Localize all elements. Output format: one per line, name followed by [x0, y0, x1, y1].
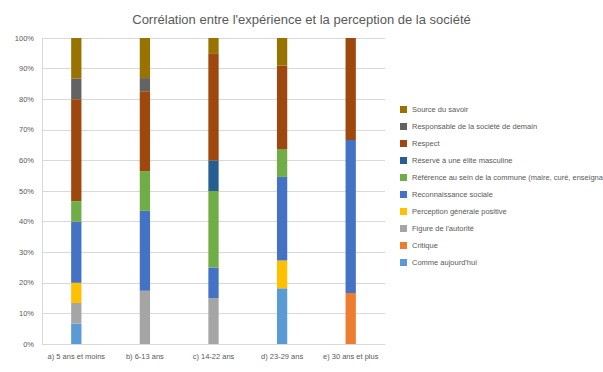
- svg-text:c) 14-22 ans: c) 14-22 ans: [193, 352, 235, 361]
- svg-text:Source du savoir: Source du savoir: [412, 105, 469, 114]
- svg-text:a) 5 ans et moins: a) 5 ans et moins: [48, 352, 106, 361]
- svg-text:20%: 20%: [19, 278, 34, 287]
- svg-text:Critique: Critique: [412, 241, 438, 250]
- svg-text:Responsable de la société de d: Responsable de la société de demain: [412, 122, 537, 131]
- svg-text:Comme aujourd'hui: Comme aujourd'hui: [412, 258, 477, 267]
- svg-text:50%: 50%: [19, 187, 34, 196]
- svg-text:90%: 90%: [19, 64, 34, 73]
- svg-text:e) 30 ans et plus: e) 30 ans et plus: [323, 352, 379, 361]
- svg-text:d) 23-29 ans: d) 23-29 ans: [261, 352, 303, 361]
- svg-text:40%: 40%: [19, 217, 34, 226]
- svg-text:10%: 10%: [19, 309, 34, 318]
- svg-text:80%: 80%: [19, 95, 34, 104]
- svg-text:Corrélation entre l'expérience: Corrélation entre l'expérience et la per…: [132, 12, 471, 27]
- svg-text:Référence au sein de la commun: Référence au sein de la commune (maire, …: [412, 173, 603, 182]
- svg-text:Figure de l'autorité: Figure de l'autorité: [412, 224, 474, 233]
- svg-text:30%: 30%: [19, 248, 34, 257]
- svg-text:Respect: Respect: [412, 139, 440, 148]
- svg-text:0%: 0%: [23, 340, 34, 349]
- svg-text:Réservé à une élite masculine: Réservé à une élite masculine: [412, 156, 512, 165]
- svg-text:b) 6-13 ans: b) 6-13 ans: [126, 352, 164, 361]
- svg-text:60%: 60%: [19, 156, 34, 165]
- svg-text:Perception générale positive: Perception générale positive: [412, 207, 507, 216]
- svg-text:Reconnaissance sociale: Reconnaissance sociale: [412, 190, 493, 199]
- svg-text:100%: 100%: [15, 34, 35, 43]
- svg-text:70%: 70%: [19, 125, 34, 134]
